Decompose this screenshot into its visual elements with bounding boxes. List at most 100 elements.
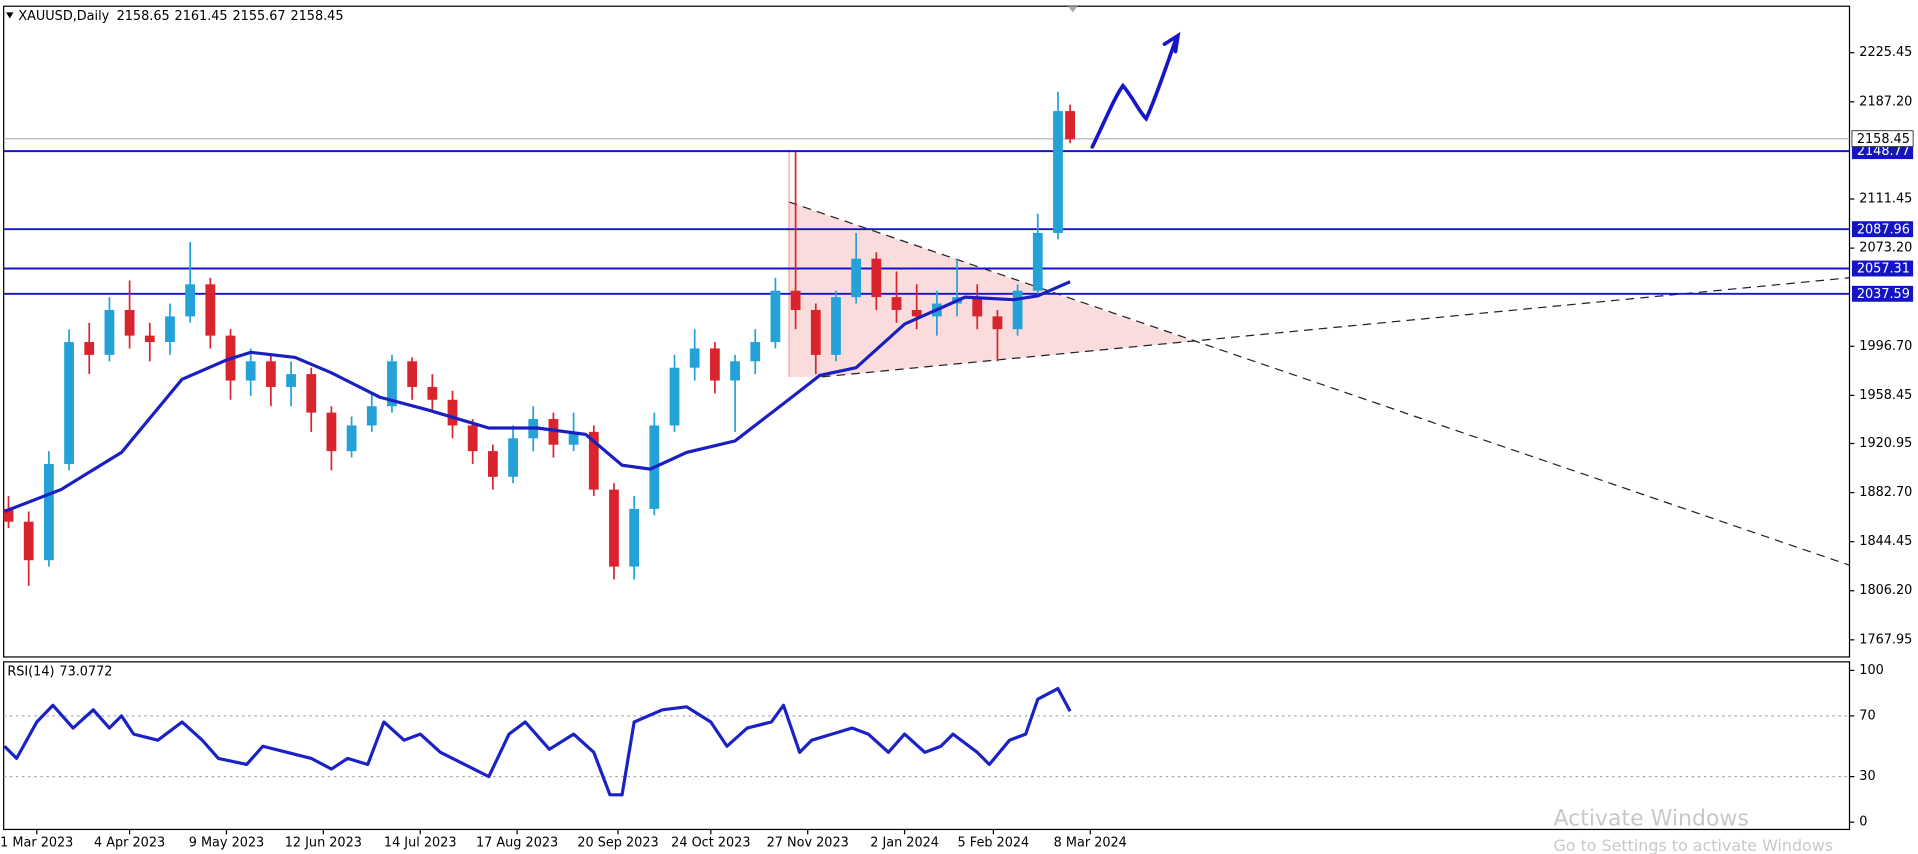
- candle-body: [992, 316, 1003, 330]
- shift-marker: [1067, 6, 1078, 13]
- candle-body: [588, 431, 599, 490]
- candle-body: [447, 399, 458, 426]
- rsi-tick-label: 100: [1859, 663, 1884, 678]
- x-tick-label: 14 Jul 2023: [384, 835, 457, 850]
- rsi-value: 73.0772: [59, 664, 112, 679]
- candle-body: [831, 297, 841, 355]
- candle-body: [1012, 290, 1023, 330]
- chart-header: XAUUSD,Daily 2158.65 2161.45 2155.67 2158.45: [18, 9, 343, 24]
- candle-body: [165, 316, 175, 343]
- y-tick-label: 2111.45: [1859, 192, 1912, 207]
- low-value: 2155.67: [233, 9, 286, 24]
- candle-body: [43, 463, 54, 561]
- candle-body: [548, 419, 559, 445]
- candle-body: [1053, 111, 1063, 233]
- rsi-panel: [3, 661, 1851, 831]
- candle-body: [84, 342, 95, 355]
- trend-line: [788, 201, 1850, 566]
- rsi-line: [3, 686, 1072, 797]
- candle-body: [750, 342, 761, 362]
- level-label: 2087.96: [1857, 222, 1910, 237]
- y-tick-label: 1958.45: [1859, 388, 1912, 403]
- candle-body: [770, 290, 781, 343]
- candle-body: [629, 508, 640, 567]
- candle-body: [1065, 111, 1075, 140]
- watermark: Go to Settings to activate Windows: [1553, 836, 1833, 854]
- level-label-box: [1851, 221, 1914, 238]
- candle-body: [871, 258, 882, 298]
- candle-body: [387, 361, 397, 407]
- candle-body: [185, 284, 196, 317]
- candle-body: [669, 367, 680, 426]
- moving-average: [3, 280, 1071, 513]
- candle-body: [124, 309, 135, 336]
- candle-body: [346, 425, 357, 452]
- plot: 2225.45 2187.20 2111.45 2073.20 1996.70 1958.…: [0, 45, 1914, 850]
- candle-body: [487, 451, 498, 477]
- projection-arrow: [1090, 38, 1178, 149]
- candle-body: [709, 348, 720, 381]
- x-tick-label: 9 May 2023: [189, 835, 264, 850]
- x-tick-label: 20 Sep 2023: [577, 835, 658, 850]
- y-tick-label: 1996.70: [1859, 339, 1912, 354]
- menu-icon: [6, 12, 14, 19]
- level-label-box: [1851, 143, 1914, 160]
- candle-body: [23, 521, 34, 561]
- candle-body: [3, 508, 14, 522]
- x-tick-label: 5 Feb 2024: [958, 835, 1030, 850]
- rsi-name: RSI(14): [7, 664, 54, 679]
- rsi-tick-label: 70: [1859, 708, 1875, 723]
- open-value: 2158.65: [117, 9, 170, 24]
- candle-body: [1032, 232, 1043, 291]
- y-tick-label: 1844.45: [1859, 534, 1912, 549]
- candle-body: [467, 425, 478, 452]
- candle-body: [689, 348, 700, 368]
- x-tick-label: 8 Mar 2024: [1054, 835, 1127, 850]
- candle-body: [851, 258, 862, 298]
- y-tick-label: 2187.20: [1859, 94, 1912, 109]
- level-label: 2148.77: [1857, 144, 1910, 159]
- symbol: XAUUSD,Daily: [18, 9, 109, 24]
- candle-body: [609, 489, 619, 567]
- candle-body: [144, 335, 155, 343]
- candle-body: [265, 361, 276, 387]
- candle-body: [427, 386, 438, 400]
- level-label: 2057.31: [1857, 262, 1910, 277]
- candle-body: [407, 361, 418, 387]
- trend-line: [821, 277, 1850, 378]
- x-tick-label: 1 Mar 2023: [0, 835, 73, 850]
- candle-body: [104, 309, 115, 355]
- y-tick-label: 1882.70: [1859, 485, 1912, 500]
- rsi-tick-label: 0: [1859, 815, 1867, 830]
- candle-body: [286, 374, 296, 387]
- candle-body: [790, 290, 801, 310]
- candle-body: [326, 412, 337, 452]
- candle-body: [245, 361, 256, 381]
- x-tick-label: 27 Nov 2023: [767, 835, 849, 850]
- candle-body: [306, 374, 317, 413]
- level-label: 2037.59: [1857, 287, 1910, 302]
- y-tick-label: 2225.45: [1859, 45, 1912, 60]
- rsi-header: RSI(14) 73.0772: [7, 664, 112, 679]
- candle-body: [891, 297, 902, 310]
- price-label: 2158.45: [1857, 132, 1910, 147]
- candle-body: [64, 342, 74, 464]
- close-value: 2158.45: [290, 9, 343, 24]
- x-tick-label: 24 Oct 2023: [671, 835, 750, 850]
- watermark: Activate Windows: [1553, 807, 1748, 832]
- rsi-tick-label: 30: [1859, 769, 1875, 784]
- candle-body: [810, 309, 821, 355]
- candle-body: [730, 361, 740, 381]
- y-tick-label: 1806.20: [1859, 583, 1912, 598]
- candle-body: [568, 431, 579, 445]
- arrow-head: [1162, 31, 1181, 54]
- level-label-box: [1851, 260, 1914, 277]
- triangle-zone: [788, 201, 1193, 377]
- x-tick-label: 12 Jun 2023: [285, 835, 362, 850]
- candle-body: [205, 284, 216, 336]
- y-tick-label: 1767.95: [1859, 632, 1912, 647]
- x-tick-label: 17 Aug 2023: [476, 835, 558, 850]
- x-tick-label: 2 Jan 2024: [870, 835, 939, 850]
